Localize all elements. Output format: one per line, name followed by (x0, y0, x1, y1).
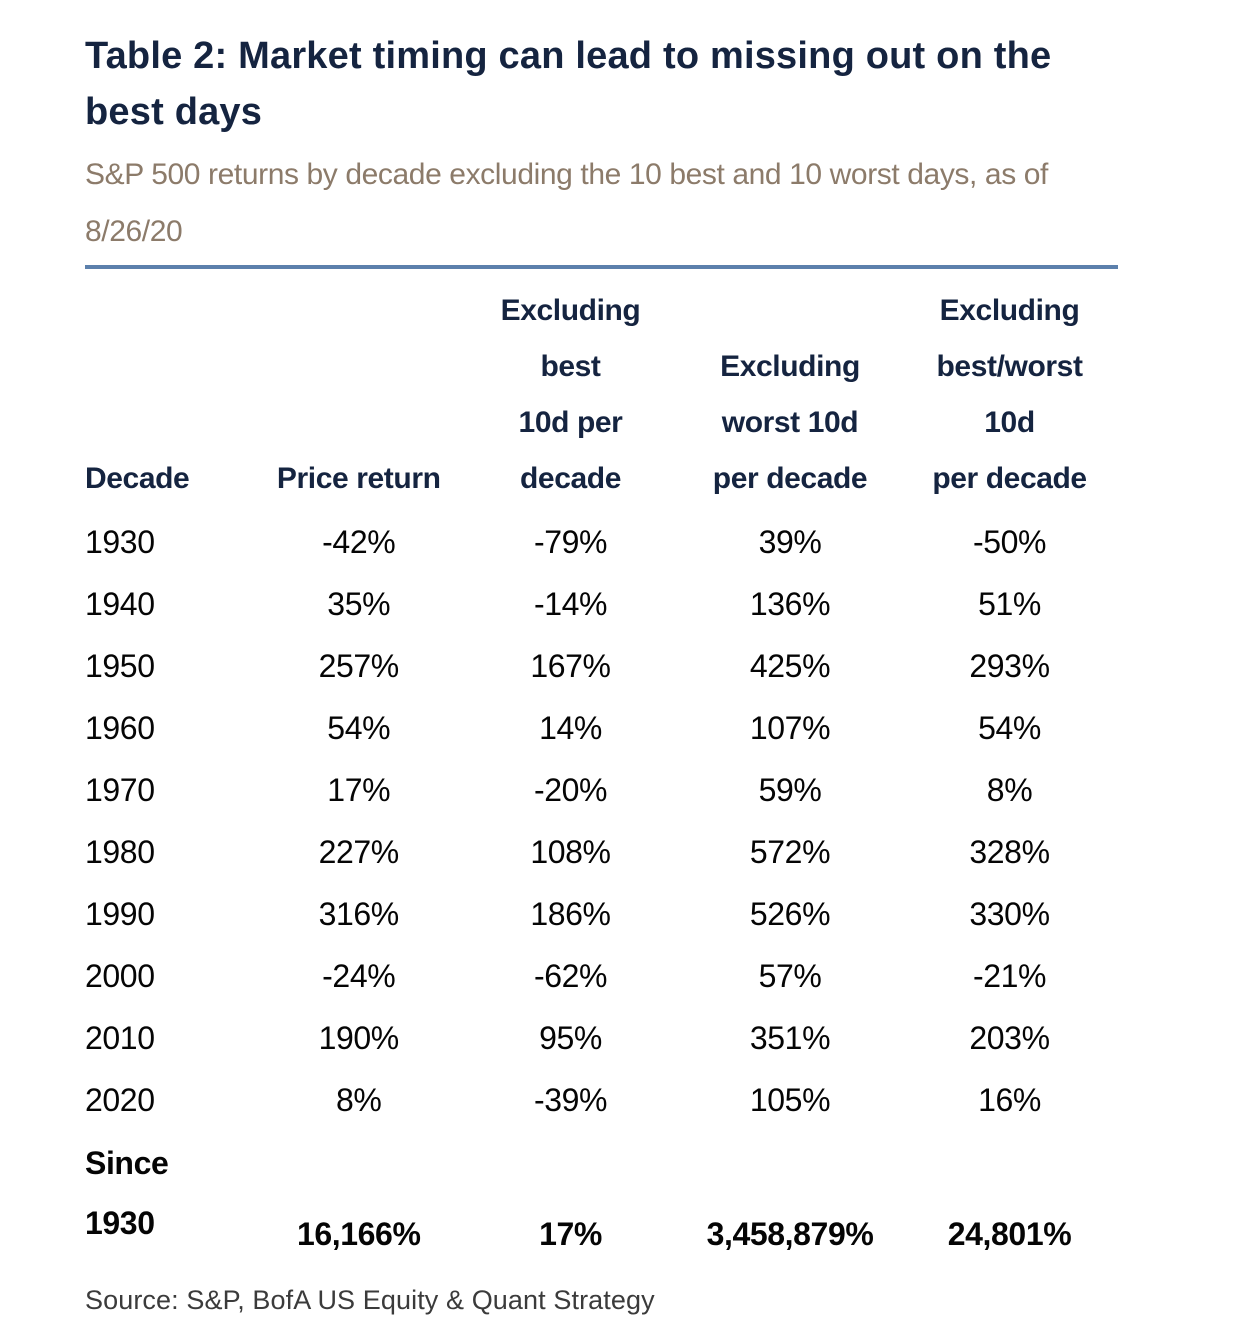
source-note: Source: S&P, BofA US Equity & Quant Stra… (85, 1285, 655, 1315)
value-cell: -79% (533, 523, 608, 560)
value-cell: 14% (539, 709, 602, 746)
decade-cell: 1960 (85, 709, 155, 746)
value-cell: 35% (327, 585, 391, 622)
decade-cell: 2000 (85, 957, 155, 994)
value-cell: -20% (533, 771, 608, 808)
value-cell: 8% (986, 771, 1033, 808)
returns-table: Decade Price return Excluding best 10d per… (85, 271, 1118, 1259)
column-header-1: Price return (276, 462, 441, 495)
decade-cell: 1940 (85, 585, 155, 622)
value-cell: 59% (758, 771, 822, 808)
table-row: 2020 8% -39% 105% 16% (85, 1069, 1118, 1131)
table-header-row: Decade Price return Excluding best 10d per… (85, 271, 1118, 511)
value-cell: 203% (969, 1019, 1050, 1056)
decade-cell: 1930 (85, 523, 155, 560)
value-cell: 572% (749, 833, 831, 870)
value-cell: -50% (972, 523, 1047, 560)
value-cell: 167% (530, 647, 611, 684)
summary-value-cell: 3,458,879% (706, 1216, 874, 1252)
table-row: 1940 35% -14% 136% 51% (85, 573, 1118, 635)
value-cell: 316% (318, 895, 400, 932)
exhibit-title: Table 2: Market timing can lead to missi… (85, 35, 1052, 133)
value-cell: 351% (749, 1019, 831, 1056)
table-row: 1990 316% 186% 526% 330% (85, 883, 1118, 945)
column-header-2: Excluding best 10d per decade (500, 294, 641, 495)
summary-label: Since 1930 (85, 1145, 169, 1241)
value-cell: 526% (749, 895, 831, 932)
table-body: 1930 -42% -79% 39% -50% 1940 35% -14% 136% 51% 195… (85, 511, 1118, 1259)
decade-cell: 1990 (85, 895, 155, 932)
summary-value-cell: 24,801% (947, 1216, 1072, 1252)
value-cell: 17% (327, 771, 391, 808)
summary-value-cell: 17% (539, 1216, 602, 1252)
table-row: 1950 257% 167% 425% 293% (85, 635, 1118, 697)
decade-cell: 1950 (85, 647, 155, 684)
value-cell: -62% (533, 957, 608, 994)
value-cell: 108% (530, 833, 611, 870)
column-header-0: Decade (85, 462, 190, 495)
value-cell: 186% (530, 895, 611, 932)
column-header-4: Excluding best/worst 10d per decade (932, 294, 1087, 495)
summary-row: Since 1930 16,166% 17% 3,458,879% 24,801% (85, 1131, 1118, 1259)
value-cell: -14% (533, 585, 608, 622)
value-cell: 39% (758, 523, 822, 560)
summary-value-cell: 16,166% (296, 1216, 421, 1252)
value-cell: 95% (539, 1019, 602, 1056)
value-cell: 293% (969, 647, 1050, 684)
table-row: 1930 -42% -79% 39% -50% (85, 511, 1118, 573)
table-row: 1960 54% 14% 107% 54% (85, 697, 1118, 759)
value-cell: 257% (318, 647, 400, 684)
table-row: 2010 190% 95% 351% 203% (85, 1007, 1118, 1069)
value-cell: 54% (327, 709, 391, 746)
value-cell: 57% (758, 957, 822, 994)
value-cell: 227% (318, 833, 400, 870)
value-cell: 328% (969, 833, 1050, 870)
value-cell: -39% (533, 1081, 608, 1118)
table-row: 2000 -24% -62% 57% -21% (85, 945, 1118, 1007)
value-cell: 330% (969, 895, 1050, 932)
decade-cell: 2020 (85, 1081, 155, 1118)
value-cell: 16% (978, 1081, 1041, 1118)
value-cell: 190% (318, 1019, 400, 1056)
column-header-3: Excluding worst 10d per decade (712, 350, 868, 495)
value-cell: 8% (336, 1081, 382, 1118)
decade-cell: 1970 (85, 771, 155, 808)
decade-cell: 2010 (85, 1019, 155, 1056)
exhibit-subtitle: S&P 500 returns by decade excluding the … (85, 158, 1048, 248)
table-row: 1970 17% -20% 59% 8% (85, 759, 1118, 821)
value-cell: 425% (749, 647, 831, 684)
value-cell: 54% (978, 709, 1041, 746)
value-cell: -24% (322, 957, 396, 994)
value-cell: 136% (749, 585, 831, 622)
decade-cell: 1980 (85, 833, 155, 870)
divider-rule (85, 265, 1118, 269)
table-row: 1980 227% 108% 572% 328% (85, 821, 1118, 883)
value-cell: 105% (749, 1081, 831, 1118)
value-cell: -21% (972, 957, 1047, 994)
table-header: Decade Price return Excluding best 10d per… (85, 271, 1118, 511)
value-cell: 51% (978, 585, 1041, 622)
value-cell: -42% (322, 523, 396, 560)
value-cell: 107% (749, 709, 831, 746)
